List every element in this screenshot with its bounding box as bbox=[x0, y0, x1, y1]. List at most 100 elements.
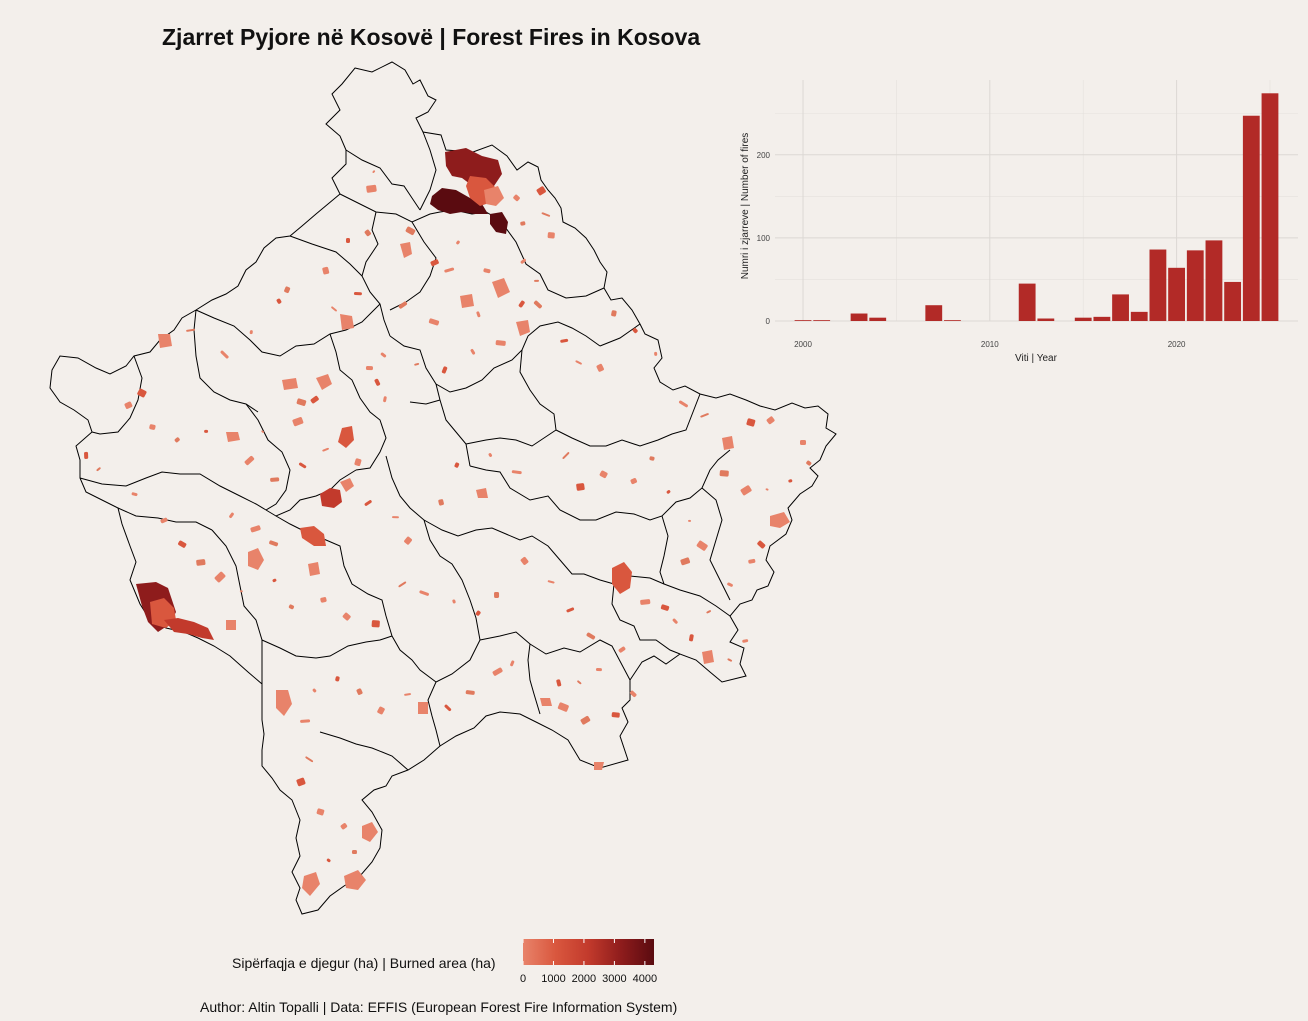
burn-speck bbox=[353, 292, 362, 296]
municipality-border bbox=[423, 519, 615, 585]
burn-speck bbox=[354, 458, 362, 467]
burn-speck bbox=[298, 462, 307, 469]
burn-patch bbox=[722, 436, 734, 450]
municipality-border bbox=[275, 515, 387, 617]
municipality-border bbox=[555, 393, 701, 447]
burn-speck bbox=[380, 352, 387, 358]
burn-speck bbox=[580, 715, 591, 725]
municipality-border bbox=[245, 403, 291, 511]
burn-speck bbox=[430, 259, 439, 267]
burn-speck bbox=[533, 300, 542, 309]
burn-speck bbox=[688, 519, 692, 522]
burn-patch bbox=[316, 374, 332, 390]
burn-speck bbox=[541, 212, 551, 217]
burn-speck bbox=[305, 756, 314, 763]
burn-patch bbox=[476, 488, 488, 498]
burn-speck bbox=[495, 340, 506, 346]
burn-speck bbox=[534, 279, 540, 282]
burn-patch bbox=[344, 870, 366, 890]
burn-speck bbox=[270, 477, 280, 482]
burn-patch bbox=[492, 278, 510, 298]
burn-speck bbox=[547, 580, 555, 584]
burn-speck bbox=[220, 350, 229, 359]
burn-patch bbox=[308, 562, 320, 576]
burn-speck bbox=[757, 540, 766, 549]
burn-speck bbox=[672, 618, 678, 624]
burn-patch bbox=[770, 512, 790, 528]
burn-speck bbox=[511, 470, 522, 475]
municipality-border bbox=[265, 469, 357, 517]
chart-bars bbox=[794, 93, 1279, 321]
burn-speck bbox=[272, 578, 277, 583]
x-tick-label: 2020 bbox=[1168, 340, 1186, 349]
municipality-border bbox=[329, 333, 387, 471]
y-tick-label: 100 bbox=[757, 234, 771, 243]
burn-speck bbox=[428, 318, 440, 326]
burn-speck bbox=[765, 488, 769, 491]
burn-speck bbox=[611, 310, 617, 317]
burn-speck bbox=[746, 418, 756, 427]
burn-speck bbox=[364, 229, 372, 237]
burn-patch bbox=[226, 620, 236, 630]
burn-patch bbox=[248, 548, 264, 570]
municipality-borders bbox=[49, 61, 837, 915]
bar-2018 bbox=[1130, 311, 1148, 321]
caption: Author: Altin Topalli | Data: EFFIS (Eur… bbox=[200, 999, 678, 1015]
burn-speck bbox=[374, 378, 381, 386]
burn-speck bbox=[346, 238, 350, 243]
burn-speck bbox=[547, 232, 555, 239]
burn-speck bbox=[137, 388, 147, 398]
burn-speck bbox=[261, 430, 265, 433]
y-axis-label: Numri i zjarreve | Number of fires bbox=[740, 133, 751, 280]
burn-speck bbox=[335, 676, 340, 682]
burn-speck bbox=[727, 658, 733, 662]
burn-patch bbox=[164, 618, 214, 640]
municipality-border bbox=[419, 131, 437, 211]
burn-speck bbox=[438, 499, 444, 506]
burn-speck bbox=[452, 599, 456, 604]
municipality-border bbox=[427, 639, 481, 747]
burn-patch bbox=[490, 212, 508, 234]
burn-speck bbox=[229, 512, 234, 519]
burn-speck bbox=[160, 517, 168, 524]
burn-speck bbox=[596, 363, 604, 372]
burn-speck bbox=[391, 516, 399, 519]
burn-speck bbox=[788, 479, 793, 483]
burn-speck bbox=[398, 301, 408, 309]
burn-speck bbox=[520, 556, 529, 565]
burn-speck bbox=[296, 398, 307, 406]
burn-speck bbox=[577, 680, 582, 685]
burn-speck bbox=[678, 400, 688, 408]
burn-speck bbox=[536, 186, 546, 196]
burn-patch bbox=[612, 562, 632, 594]
burn-speck bbox=[748, 558, 756, 564]
burn-speck bbox=[204, 429, 209, 433]
burn-speck bbox=[742, 639, 749, 643]
municipality-border bbox=[389, 221, 437, 311]
municipality-border bbox=[91, 355, 143, 435]
burn-speck bbox=[284, 286, 291, 294]
burn-speck bbox=[806, 460, 812, 466]
burn-speck bbox=[599, 470, 608, 479]
municipality-border bbox=[389, 321, 601, 393]
burn-speck bbox=[494, 591, 500, 598]
bar-2025 bbox=[1261, 93, 1279, 321]
burn-speck bbox=[340, 823, 348, 830]
municipality-border bbox=[319, 731, 409, 771]
page-title: Zjarret Pyjore në Kosovë | Forest Fires … bbox=[162, 24, 701, 50]
fires-per-year-chart: 2000 2010 2020 0 100 200 Viti | Year Numri i… bbox=[740, 80, 1298, 364]
burn-patch bbox=[340, 314, 354, 330]
municipality-border bbox=[701, 487, 731, 601]
burn-speck bbox=[586, 632, 596, 640]
chart-y-ticks: 0 100 200 bbox=[757, 151, 771, 326]
burn-speck bbox=[566, 607, 575, 613]
country-outline bbox=[49, 61, 837, 915]
burn-patch bbox=[282, 378, 298, 390]
bar-2012 bbox=[1018, 283, 1036, 321]
burn-speck bbox=[372, 170, 376, 173]
burn-speck bbox=[366, 184, 377, 193]
burn-speck bbox=[654, 351, 658, 356]
bar-2016 bbox=[1093, 316, 1111, 321]
chart-x-ticks: 2000 2010 2020 bbox=[794, 340, 1186, 349]
burn-speck bbox=[557, 702, 569, 712]
